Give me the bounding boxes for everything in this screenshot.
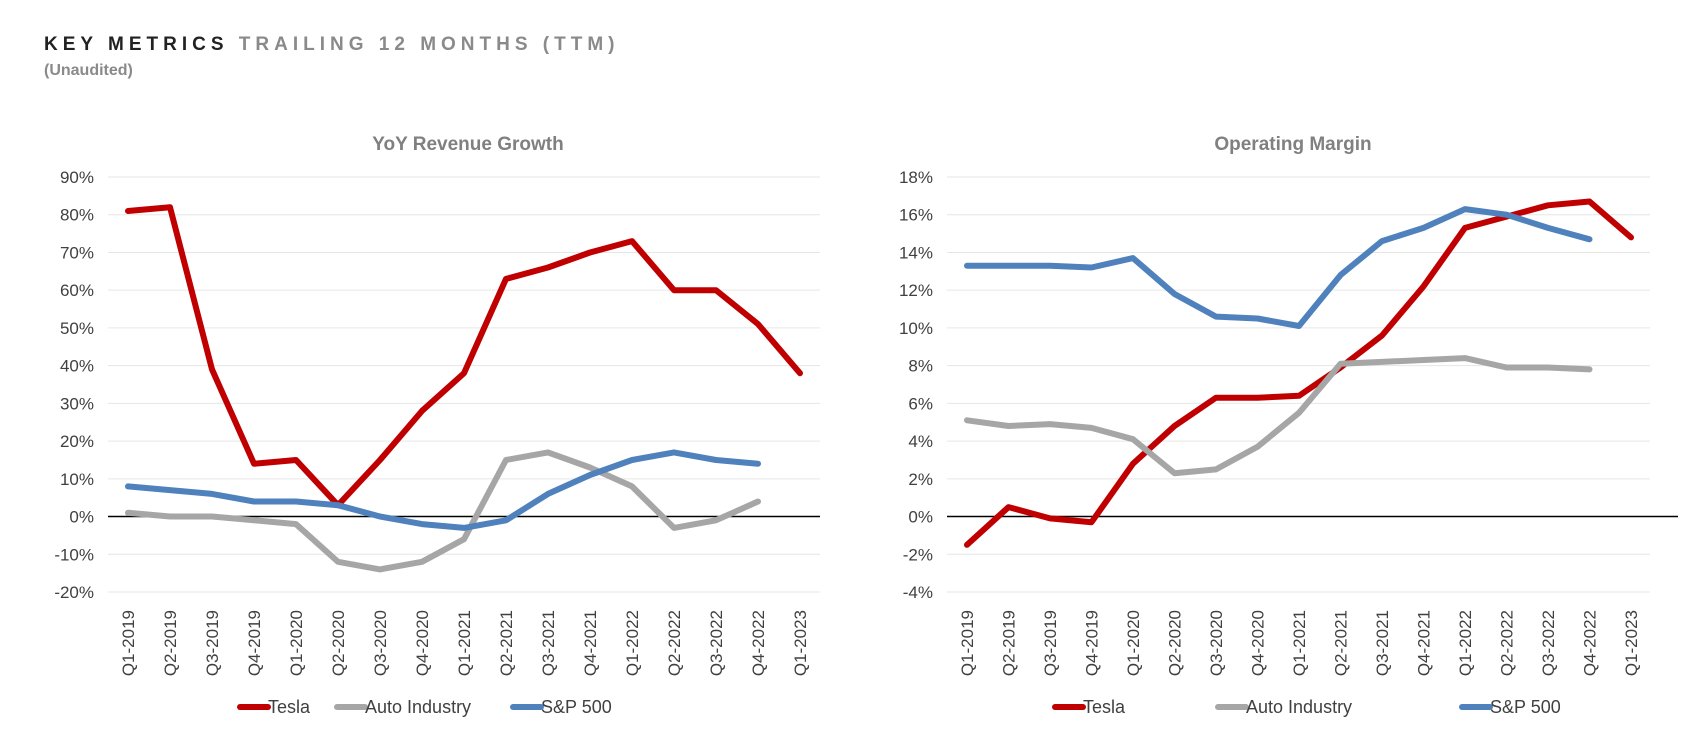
y-tick-label: 10% xyxy=(60,470,94,489)
y-tick-label: -10% xyxy=(54,545,94,564)
x-tick-label: Q1-2022 xyxy=(623,610,642,676)
y-tick-label: 0% xyxy=(908,508,933,527)
x-tick-label: Q3-2020 xyxy=(1207,610,1226,676)
series-line-auto-industry xyxy=(964,355,1593,477)
y-tick-label: 10% xyxy=(899,319,933,338)
x-tick-label: Q4-2022 xyxy=(749,610,768,676)
x-tick-label: Q1-2021 xyxy=(1290,610,1309,676)
x-tick-label: Q1-2020 xyxy=(287,610,306,676)
series-line-s-p-500 xyxy=(964,206,1593,329)
x-tick-label: Q2-2022 xyxy=(665,610,684,676)
page-title: KEY METRICS TRAILING 12 MONTHS (TTM) xyxy=(44,34,620,56)
legend-label: Auto Industry xyxy=(365,697,471,717)
x-tick-label: Q2-2020 xyxy=(1166,610,1185,676)
legend-label: Tesla xyxy=(268,697,311,717)
x-tick-label: Q4-2022 xyxy=(1581,610,1600,676)
series-line-s-p-500 xyxy=(125,449,761,531)
y-tick-label: 14% xyxy=(899,243,933,262)
legend-label: Auto Industry xyxy=(1246,697,1352,717)
x-tick-label: Q4-2020 xyxy=(413,610,432,676)
y-tick-label: 80% xyxy=(60,206,94,225)
y-tick-label: 0% xyxy=(69,508,94,527)
series-line-tesla xyxy=(125,204,803,509)
x-tick-label: Q4-2021 xyxy=(1415,610,1434,676)
y-tick-label: 16% xyxy=(899,206,933,225)
x-tick-label: Q3-2021 xyxy=(539,610,558,676)
page-title-main: KEY METRICS xyxy=(44,34,229,55)
series-line-auto-industry xyxy=(125,449,761,573)
x-tick-label: Q1-2023 xyxy=(1622,610,1641,676)
x-tick-label: Q2-2022 xyxy=(1498,610,1517,676)
legend-label: Tesla xyxy=(1083,697,1126,717)
y-tick-label: 60% xyxy=(60,281,94,300)
x-tick-label: Q3-2021 xyxy=(1373,610,1392,676)
x-tick-label: Q4-2019 xyxy=(245,610,264,676)
legend-label: S&P 500 xyxy=(1490,697,1561,717)
x-tick-label: Q1-2021 xyxy=(455,610,474,676)
page-header: KEY METRICS TRAILING 12 MONTHS (TTM) (Un… xyxy=(44,34,620,80)
y-tick-label: 12% xyxy=(899,281,933,300)
x-tick-label: Q4-2019 xyxy=(1083,610,1102,676)
y-tick-label: 70% xyxy=(60,243,94,262)
chart-title: Operating Margin xyxy=(1214,134,1371,155)
x-tick-label: Q3-2019 xyxy=(1041,610,1060,676)
y-tick-label: 40% xyxy=(60,357,94,376)
y-tick-label: 2% xyxy=(908,470,933,489)
y-tick-label: 8% xyxy=(908,357,933,376)
y-tick-label: -2% xyxy=(903,545,933,564)
x-tick-label: Q4-2021 xyxy=(581,610,600,676)
x-tick-label: Q1-2022 xyxy=(1456,610,1475,676)
y-tick-label: 90% xyxy=(60,168,94,187)
x-tick-label: Q2-2019 xyxy=(1000,610,1019,676)
x-tick-label: Q2-2020 xyxy=(329,610,348,676)
x-tick-label: Q3-2022 xyxy=(707,610,726,676)
y-tick-label: 6% xyxy=(908,394,933,413)
x-tick-label: Q2-2019 xyxy=(161,610,180,676)
y-tick-label: 30% xyxy=(60,394,94,413)
x-tick-label: Q3-2019 xyxy=(203,610,222,676)
x-tick-label: Q1-2023 xyxy=(791,610,810,676)
series-line-tesla xyxy=(964,198,1634,548)
page-title-sub: TRAILING 12 MONTHS (TTM) xyxy=(238,34,620,55)
x-tick-label: Q1-2019 xyxy=(119,610,138,676)
revenue-growth-chart: YoY Revenue Growth -20% -10% 0% 10% 20% 30% 40%… xyxy=(54,134,820,717)
y-tick-label: 18% xyxy=(899,168,933,187)
y-tick-label: 4% xyxy=(908,432,933,451)
y-tick-label: -4% xyxy=(903,583,933,602)
page-subtitle: (Unaudited) xyxy=(44,62,133,79)
y-tick-label: 20% xyxy=(60,432,94,451)
legend-label: S&P 500 xyxy=(541,697,612,717)
x-tick-label: Q3-2022 xyxy=(1539,610,1558,676)
operating-margin-chart: Operating Margin -4% -2% 0% 2% 4% 6% 8% 10% 12% 14… xyxy=(899,134,1678,717)
x-tick-label: Q3-2020 xyxy=(371,610,390,676)
y-tick-label: -20% xyxy=(54,583,94,602)
chart-title: YoY Revenue Growth xyxy=(372,134,563,155)
x-tick-label: Q1-2020 xyxy=(1124,610,1143,676)
x-tick-label: Q1-2019 xyxy=(958,610,977,676)
x-tick-label: Q4-2020 xyxy=(1249,610,1268,676)
x-tick-label: Q2-2021 xyxy=(497,610,516,676)
y-tick-label: 50% xyxy=(60,319,94,338)
x-tick-label: Q2-2021 xyxy=(1332,610,1351,676)
